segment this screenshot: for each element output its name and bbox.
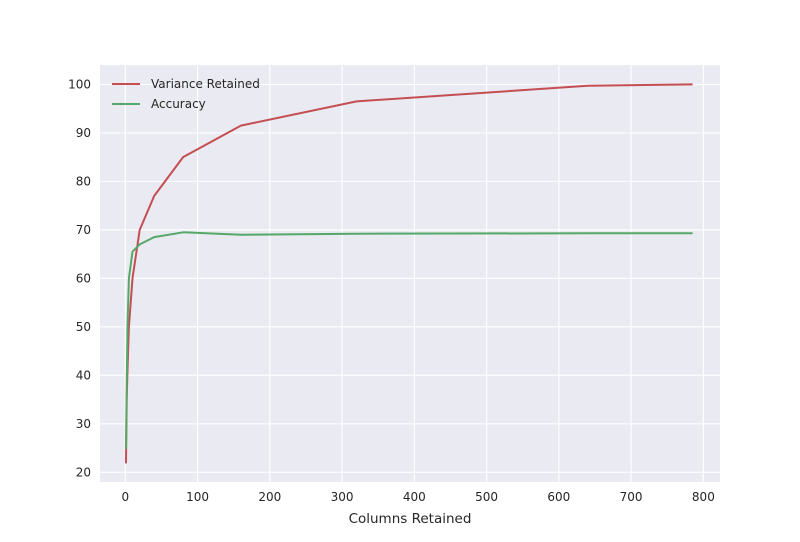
y-tick-label: 50 <box>76 320 91 334</box>
y-tick-label: 80 <box>76 174 91 188</box>
legend-label: Variance Retained <box>151 77 260 91</box>
x-axis-label: Columns Retained <box>349 511 472 527</box>
x-tick-label: 0 <box>121 490 129 504</box>
x-tick-label: 700 <box>620 490 643 504</box>
y-tick-label: 100 <box>68 77 91 91</box>
series-lines <box>125 83 693 464</box>
x-tick-label: 100 <box>186 490 209 504</box>
legend: Variance Retained Accuracy <box>112 77 260 111</box>
x-tick-label: 400 <box>403 490 426 504</box>
y-tick-label: 30 <box>76 417 91 431</box>
y-tick-label: 70 <box>76 223 91 237</box>
grid <box>100 65 720 482</box>
x-tick-label: 800 <box>692 490 715 504</box>
plot-background <box>100 65 720 482</box>
tick-labels: 0 100 200 300 400 500 600 700 800 20 30 40 50 60 70 80 9… <box>68 77 715 504</box>
y-tick-label: 90 <box>76 126 91 140</box>
y-tick-label: 20 <box>76 465 91 479</box>
x-tick-label: 500 <box>475 490 498 504</box>
legend-label: Accuracy <box>151 97 206 111</box>
x-tick-label: 200 <box>258 490 281 504</box>
x-tick-label: 300 <box>331 490 354 504</box>
y-tick-label: 40 <box>76 368 91 382</box>
series-line-accuracy <box>125 231 693 450</box>
y-tick-label: 60 <box>76 271 91 285</box>
x-tick-label: 600 <box>547 490 570 504</box>
